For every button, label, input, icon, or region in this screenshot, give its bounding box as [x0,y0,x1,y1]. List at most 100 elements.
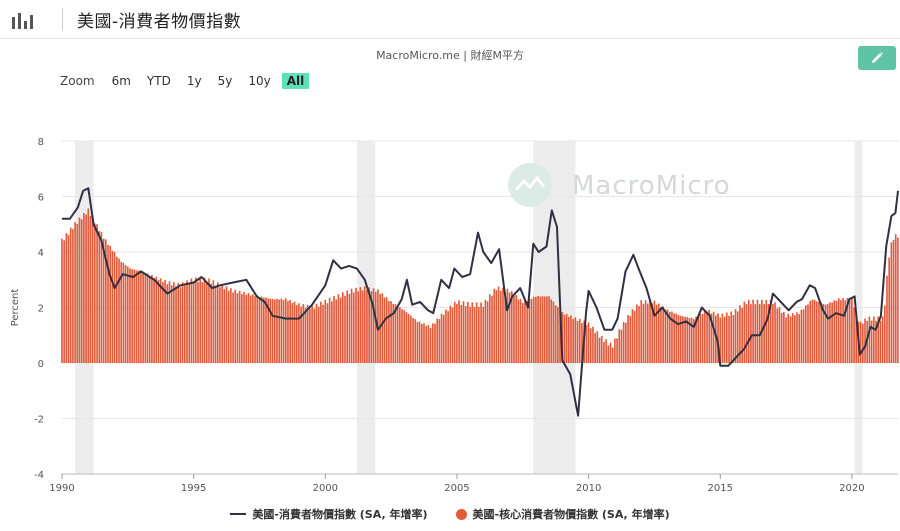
core-cpi-bar [414,319,417,363]
core-cpi-bar [464,305,467,363]
zoom-ytd-button[interactable]: YTD [146,74,171,88]
zoom-5y-button[interactable]: 5y [217,74,233,88]
zoom-all-button[interactable]: All [281,73,310,89]
core-cpi-bar [638,306,640,363]
core-cpi-bar [576,321,579,363]
core-cpi-bar [221,284,223,363]
core-cpi-bar [186,280,188,363]
core-cpi-bar [603,341,605,363]
core-cpi-bar [243,291,245,363]
core-cpi-bar [497,286,500,363]
core-cpi-bar [517,299,520,363]
core-cpi-bar [105,239,107,363]
core-cpi-bar [677,315,680,363]
core-cpi-bar [844,300,847,363]
core-cpi-bar [730,311,733,363]
core-cpi-bar [796,312,798,363]
y-tick-label: 2 [38,304,44,315]
core-cpi-bar [335,299,338,363]
core-cpi-bar [572,318,575,363]
zoom-10y-button[interactable]: 10y [248,74,271,88]
core-cpi-bar [295,305,298,363]
core-cpi-bar [372,288,375,363]
core-cpi-bar [129,268,131,363]
core-cpi-bar [72,229,74,363]
zoom-1y-button[interactable]: 1y [186,74,202,88]
core-cpi-bar [392,304,395,363]
core-cpi-bar [783,311,785,363]
core-cpi-bar [734,309,737,363]
core-cpi-bar [719,317,722,363]
chart-legend: 美國-消費者物價指數 (SA, 年增率) 美國-核心消費者物價指數 (SA, 年… [0,506,900,522]
core-cpi-bar [278,299,280,363]
core-cpi-bar [664,309,667,363]
core-cpi-bar [521,303,524,363]
core-cpi-bar [118,258,120,363]
core-cpi-bar [385,297,388,363]
core-cpi-bar [557,306,559,363]
core-cpi-bar [574,317,577,363]
core-cpi-bar [309,308,311,363]
core-cpi-bar [98,231,101,363]
core-cpi-bar [289,300,291,363]
core-cpi-bar [875,320,877,363]
core-cpi-bar [747,299,750,363]
core-cpi-bar [69,227,72,363]
core-cpi-bar [598,337,601,363]
core-cpi-bar [262,297,265,363]
core-cpi-bar [559,311,561,363]
core-cpi-bar [124,265,127,363]
core-cpi-bar [405,312,408,363]
page-title: 美國-消費者物價指數 [77,11,242,32]
core-cpi-bar [600,335,603,363]
core-cpi-bar [541,296,544,363]
core-cpi-bar [798,314,801,363]
core-cpi-bar [526,300,528,363]
core-cpi-bar [721,313,724,363]
edit-button[interactable] [858,46,896,70]
core-cpi-bar [247,293,250,363]
core-cpi-bar [831,302,833,363]
core-cpi-bar [133,269,136,363]
core-cpi-bar [666,309,669,363]
zoom-6m-button[interactable]: 6m [111,74,131,88]
core-cpi-bar [78,217,81,363]
core-cpi-bar [605,339,607,363]
core-cpi-bar [671,311,673,363]
core-cpi-bar [258,296,261,363]
x-tick-label: 2020 [839,483,864,494]
core-cpi-bar [440,313,443,363]
core-cpi-bar [394,304,397,363]
core-cpi-bar [546,296,548,363]
core-cpi-bar [225,286,228,363]
core-cpi-bar [456,303,458,363]
core-cpi-bar [842,298,844,363]
core-cpi-bar [789,316,792,363]
core-cpi-bar [480,302,482,363]
core-cpi-bar [765,299,768,363]
core-cpi-bar [741,307,743,363]
core-cpi-bar [675,313,678,363]
core-cpi-bar [679,315,682,363]
legend-item-core-cpi[interactable]: 美國-核心消費者物價指數 (SA, 年增率) [455,506,670,522]
core-cpi-bar [267,298,270,363]
core-cpi-bar [657,303,660,363]
y-tick-label: 0 [38,359,44,370]
core-cpi-bar [785,317,787,363]
core-cpi-bar [543,296,546,363]
legend-item-cpi[interactable]: 美國-消費者物價指數 (SA, 年增率) [230,506,428,522]
core-cpi-bar [469,306,471,363]
core-cpi-bar [344,295,346,363]
y-tick-label: 6 [38,193,44,204]
core-cpi-bar [616,338,618,363]
core-cpi-bar [155,276,158,363]
core-cpi-bar [499,290,502,363]
core-cpi-bar [467,302,469,363]
core-cpi-bar [159,278,162,363]
core-cpi-bar [396,306,399,363]
core-cpi-bar [173,282,175,363]
legend-line-swatch [230,513,247,515]
core-cpi-bar [809,300,811,363]
core-cpi-bar [618,329,621,363]
core-cpi-bar [418,321,421,363]
